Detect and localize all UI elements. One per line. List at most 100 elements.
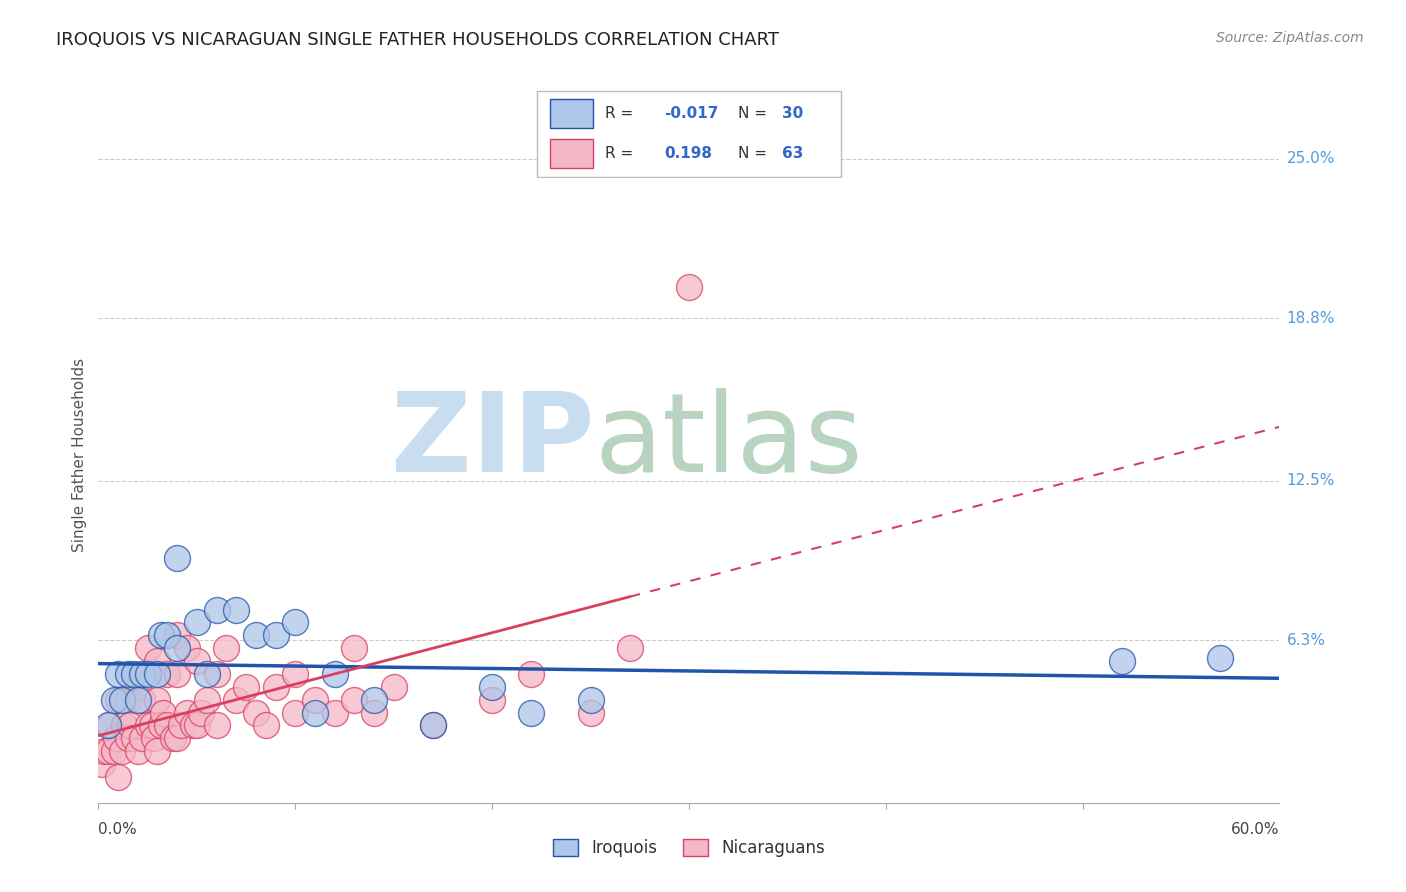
Point	[170, 718, 193, 732]
Point	[91, 757, 114, 772]
FancyBboxPatch shape	[550, 139, 593, 168]
Point	[264, 680, 287, 694]
Point	[190, 706, 212, 720]
Point	[156, 667, 179, 681]
Point	[186, 654, 208, 668]
Text: 30: 30	[782, 106, 803, 120]
Point	[166, 628, 188, 642]
Point	[117, 667, 139, 681]
Point	[127, 680, 149, 694]
Point	[186, 718, 208, 732]
Point	[343, 692, 366, 706]
Point	[166, 667, 188, 681]
Y-axis label: Single Father Households: Single Father Households	[72, 358, 87, 552]
Text: R =: R =	[606, 106, 638, 120]
Point	[304, 706, 326, 720]
Text: 6.3%: 6.3%	[1286, 633, 1326, 648]
Point	[343, 641, 366, 656]
Point	[122, 731, 145, 746]
Point	[520, 667, 543, 681]
Point	[176, 706, 198, 720]
Point	[146, 667, 169, 681]
Point	[205, 667, 228, 681]
Text: 0.198: 0.198	[664, 146, 713, 161]
Point	[150, 628, 173, 642]
Point	[520, 706, 543, 720]
Point	[245, 628, 267, 642]
Point	[142, 731, 165, 746]
Point	[117, 731, 139, 746]
Text: Source: ZipAtlas.com: Source: ZipAtlas.com	[1216, 31, 1364, 45]
Point	[225, 692, 247, 706]
Point	[363, 692, 385, 706]
Point	[122, 667, 145, 681]
Text: 25.0%: 25.0%	[1286, 151, 1334, 166]
Point	[215, 641, 238, 656]
Point	[678, 280, 700, 294]
Text: N =: N =	[738, 146, 772, 161]
Point	[176, 641, 198, 656]
Point	[136, 667, 159, 681]
Point	[579, 706, 602, 720]
Point	[264, 628, 287, 642]
Text: R =: R =	[606, 146, 638, 161]
Point	[136, 641, 159, 656]
Point	[97, 718, 120, 732]
Point	[254, 718, 277, 732]
Point	[1209, 651, 1232, 665]
Point	[150, 718, 173, 732]
Text: N =: N =	[738, 106, 772, 120]
Point	[107, 770, 129, 784]
Point	[111, 692, 134, 706]
Point	[284, 615, 307, 630]
Point	[98, 718, 121, 732]
Point	[323, 667, 346, 681]
Point	[245, 706, 267, 720]
Point	[93, 744, 115, 758]
Point	[156, 628, 179, 642]
Point	[156, 718, 179, 732]
Point	[131, 667, 153, 681]
Point	[1111, 654, 1133, 668]
Point	[111, 744, 134, 758]
Point	[166, 731, 188, 746]
Point	[107, 667, 129, 681]
Point	[235, 680, 257, 694]
Text: 0.0%: 0.0%	[98, 822, 138, 837]
Point	[205, 602, 228, 616]
Point	[131, 692, 153, 706]
Text: ZIP: ZIP	[391, 387, 595, 494]
Point	[97, 744, 120, 758]
Point	[225, 602, 247, 616]
Point	[103, 692, 125, 706]
Point	[284, 667, 307, 681]
Text: -0.017: -0.017	[664, 106, 718, 120]
Legend: Iroquois, Nicaraguans: Iroquois, Nicaraguans	[547, 832, 831, 864]
Point	[422, 718, 444, 732]
Point	[136, 718, 159, 732]
Point	[481, 692, 503, 706]
Point	[166, 641, 188, 656]
Point	[579, 692, 602, 706]
Point	[323, 706, 346, 720]
Point	[146, 654, 169, 668]
Point	[205, 718, 228, 732]
Point	[127, 692, 149, 706]
Point	[105, 731, 128, 746]
Point	[186, 615, 208, 630]
Point	[112, 718, 135, 732]
Point	[284, 706, 307, 720]
Point	[152, 706, 174, 720]
Point	[141, 718, 163, 732]
Point	[181, 718, 204, 732]
Point	[382, 680, 405, 694]
Point	[146, 692, 169, 706]
FancyBboxPatch shape	[537, 91, 841, 177]
Point	[107, 692, 129, 706]
Point	[103, 744, 125, 758]
Point	[162, 731, 184, 746]
Point	[118, 718, 141, 732]
Point	[619, 641, 641, 656]
Point	[117, 692, 139, 706]
Point	[166, 551, 188, 566]
